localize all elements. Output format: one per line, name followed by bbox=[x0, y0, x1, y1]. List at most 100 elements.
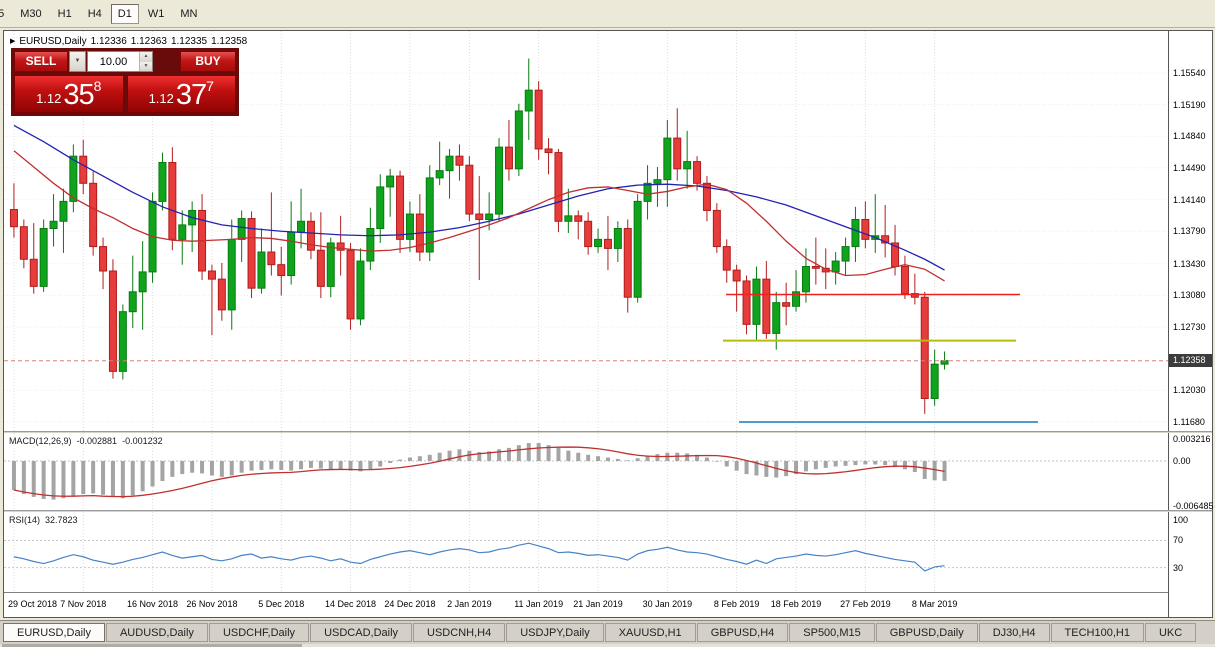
volume-input[interactable] bbox=[88, 52, 139, 71]
candle-body bbox=[693, 161, 702, 184]
price-chart[interactable] bbox=[4, 31, 1168, 431]
price-axis-label: 1.12030 bbox=[1173, 385, 1206, 396]
volume-dropdown-button[interactable]: ▼ bbox=[69, 51, 86, 72]
pane-divider[interactable] bbox=[4, 431, 1212, 433]
ohlc-low: 1.12335 bbox=[170, 36, 208, 47]
candle-body bbox=[178, 224, 187, 240]
date-label: 29 Oct 2018 bbox=[8, 599, 58, 609]
candle-body bbox=[435, 170, 444, 179]
scrollbar-thumb[interactable] bbox=[2, 644, 302, 647]
candle-body bbox=[594, 238, 603, 248]
macd-chart[interactable] bbox=[4, 433, 1168, 510]
candle-body bbox=[237, 218, 246, 240]
date-label: 8 Mar 2019 bbox=[911, 599, 958, 609]
candle-body bbox=[544, 148, 553, 154]
chart-tab[interactable]: UKC bbox=[1144, 623, 1197, 642]
date-label: 21 Jan 2019 bbox=[573, 599, 623, 609]
candle-body bbox=[326, 242, 335, 287]
bid-quote-button[interactable]: 1.12 35 8 bbox=[14, 75, 124, 113]
bid-pip-digit: 8 bbox=[93, 78, 102, 94]
ask-quote-button[interactable]: 1.12 37 7 bbox=[126, 75, 236, 113]
pane-divider[interactable] bbox=[4, 510, 1212, 512]
rsi-axis-label: 70 bbox=[1173, 535, 1184, 546]
spinner-down-icon[interactable]: ▼ bbox=[140, 61, 152, 71]
candle-body bbox=[207, 270, 216, 280]
date-label: 16 Nov 2018 bbox=[127, 599, 179, 609]
candle-body bbox=[316, 249, 325, 287]
timeframe-toolbar: 15 M30 H1 H4 D1 W1 MN bbox=[0, 0, 1215, 28]
candle-body bbox=[940, 360, 949, 365]
chart-tab[interactable]: USDCHF,Daily bbox=[208, 623, 310, 642]
candle-body bbox=[306, 220, 315, 251]
chart-tab[interactable]: GBPUSD,Daily bbox=[875, 623, 978, 642]
candle-body bbox=[445, 155, 454, 172]
candle-body bbox=[29, 258, 38, 287]
timeframe-button-h1[interactable]: H1 bbox=[57, 8, 72, 20]
candle-body bbox=[425, 177, 434, 253]
chart-tab[interactable]: SP500,M15 bbox=[789, 623, 875, 642]
macd-indicator-label: MACD(12,26,9) -0.002881 -0.001232 bbox=[9, 436, 168, 446]
candle-body bbox=[9, 209, 18, 228]
candle-body bbox=[564, 215, 573, 222]
price-axis[interactable]: 1.12358 1.15540 1.15190 1.14840 1.14490 1.14… bbox=[1168, 31, 1214, 617]
candle-body bbox=[663, 137, 672, 181]
chart-ohlc-title: ▶ EURUSD,Daily 1.12336 1.12363 1.12335 1.1235… bbox=[10, 36, 251, 47]
candle-body bbox=[613, 228, 622, 249]
candle-body bbox=[792, 291, 801, 307]
price-axis-label: 1.13080 bbox=[1173, 290, 1206, 301]
candle-body bbox=[811, 265, 820, 269]
candle-body bbox=[386, 175, 395, 188]
rsi-axis-label: 100 bbox=[1173, 515, 1189, 526]
date-label: 27 Feb 2019 bbox=[840, 599, 891, 609]
timeframe-button-mn[interactable]: MN bbox=[180, 8, 198, 20]
candle-body bbox=[742, 280, 751, 325]
candle-body bbox=[485, 213, 494, 220]
candle-body bbox=[257, 251, 266, 289]
bid-big-digits: 35 bbox=[63, 79, 94, 111]
chart-tab[interactable]: USDCNH,H4 bbox=[413, 623, 506, 642]
timeframe-button-w1[interactable]: W1 bbox=[147, 8, 165, 20]
spinner-up-icon[interactable]: ▲ bbox=[140, 52, 152, 62]
candle-body bbox=[673, 137, 682, 170]
candle-body bbox=[227, 238, 236, 311]
chart-tabs-bar: EURUSD,Daily AUDUSD,Daily USDCHF,Daily USDC… bbox=[0, 620, 1215, 644]
date-label: 7 Nov 2018 bbox=[60, 599, 107, 609]
chart-tab[interactable]: USDCAD,Daily bbox=[310, 623, 413, 642]
candle-body bbox=[722, 246, 731, 271]
ohlc-high: 1.12363 bbox=[130, 36, 167, 47]
timeframe-button-15[interactable]: 15 bbox=[0, 4, 11, 24]
timeframe-button-h4[interactable]: H4 bbox=[87, 8, 102, 20]
chart-tab[interactable]: XAUUSD,H1 bbox=[604, 623, 696, 642]
candle-body bbox=[376, 186, 385, 230]
chart-tab[interactable]: EURUSD,Daily bbox=[3, 623, 105, 642]
buy-button[interactable]: BUY bbox=[180, 51, 236, 72]
date-label: 2 Jan 2019 bbox=[447, 599, 492, 609]
horizontal-scrollbar[interactable] bbox=[0, 644, 1215, 647]
macd-axis-label: 0.003216 bbox=[1173, 433, 1211, 444]
candle-body bbox=[19, 226, 28, 260]
chart-marker-icon: ▶ bbox=[10, 38, 16, 45]
timeframe-button-m30[interactable]: M30 bbox=[20, 8, 42, 20]
timeframe-button-d1[interactable]: D1 bbox=[110, 4, 139, 24]
chart-tab[interactable]: TECH100,H1 bbox=[1050, 623, 1144, 642]
chart-tab[interactable]: GBPUSD,H4 bbox=[696, 623, 789, 642]
candle-body bbox=[504, 146, 513, 170]
chart-symbol-label: EURUSD,Daily bbox=[19, 36, 87, 47]
time-axis[interactable]: 29 Oct 2018 7 Nov 2018 16 Nov 2018 26 Nov 2… bbox=[4, 592, 1168, 617]
candle-body bbox=[841, 246, 850, 262]
chevron-down-icon: ▼ bbox=[74, 58, 81, 64]
chart-tab[interactable]: DJ30,H4 bbox=[978, 623, 1050, 642]
candle-body bbox=[782, 302, 791, 307]
candle-body bbox=[900, 265, 909, 295]
candle-body bbox=[158, 162, 167, 202]
candle-body bbox=[851, 218, 860, 248]
candle-body bbox=[356, 260, 365, 320]
chart-tab[interactable]: USDJPY,Daily bbox=[506, 623, 604, 642]
rsi-chart[interactable] bbox=[4, 512, 1168, 592]
candle-body bbox=[574, 215, 583, 222]
candle-body bbox=[861, 218, 870, 240]
sell-button[interactable]: SELL bbox=[14, 51, 68, 72]
chart-tab[interactable]: AUDUSD,Daily bbox=[105, 623, 208, 642]
candle-body bbox=[801, 265, 810, 293]
candle-body bbox=[653, 179, 662, 184]
